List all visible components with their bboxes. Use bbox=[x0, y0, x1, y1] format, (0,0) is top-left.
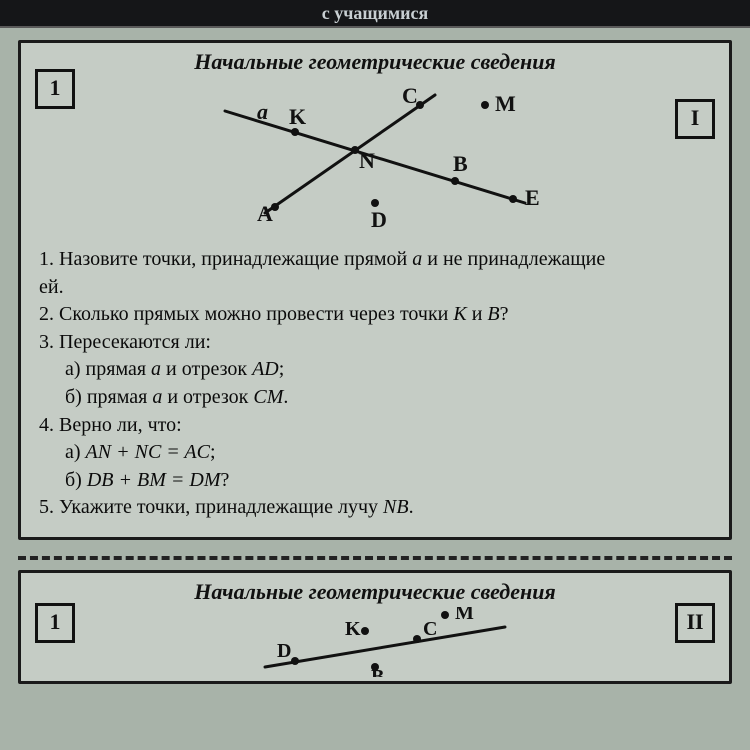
divider-dashed bbox=[18, 556, 732, 560]
svg-text:D: D bbox=[277, 640, 291, 662]
svg-text:N: N bbox=[359, 148, 375, 173]
q1-var-a: a bbox=[412, 248, 422, 270]
svg-text:D: D bbox=[371, 207, 387, 232]
q1-line2: ей. bbox=[39, 275, 711, 301]
q2-end: ? bbox=[500, 303, 509, 325]
q4a: а) AN + NC = AC; bbox=[39, 440, 711, 466]
section-title-1: Начальные геометрические сведения bbox=[21, 43, 729, 77]
q3b-end: . bbox=[283, 386, 288, 408]
q3: 3. Пересекаются ли: bbox=[39, 330, 711, 356]
q4b-eq: DB + BM = DM bbox=[87, 469, 221, 491]
svg-text:C: C bbox=[423, 618, 437, 640]
svg-text:K: K bbox=[289, 104, 306, 129]
diagram-2: M K C D B bbox=[195, 607, 555, 677]
q3b-pre: б) прямая bbox=[65, 386, 152, 408]
q3b-seg: CM bbox=[253, 386, 283, 408]
box-number-left-1: 1 bbox=[35, 69, 75, 109]
q4b-pre: б) bbox=[65, 469, 87, 491]
svg-text:A: A bbox=[257, 201, 273, 226]
diagram-1: aK N B C A M E D bbox=[185, 83, 565, 243]
q4: 4. Верно ли, что: bbox=[39, 413, 711, 439]
q3a-seg: AD bbox=[252, 358, 279, 380]
questions-block: 1. Назовите точки, принадлежащие прямой … bbox=[21, 247, 729, 527]
q2-K: K bbox=[453, 303, 466, 325]
box-number-left-2: 1 bbox=[35, 603, 75, 643]
q3b-a: a bbox=[152, 386, 162, 408]
q1-line1: 1. Назовите точки, принадлежащие прямой … bbox=[39, 247, 711, 273]
q3a: а) прямая a и отрезок AD; bbox=[39, 357, 711, 383]
q2-text: 2. Сколько прямых можно провести через т… bbox=[39, 303, 453, 325]
q5-ray: NB bbox=[383, 496, 409, 518]
svg-text:K: K bbox=[345, 618, 361, 640]
svg-text:M: M bbox=[455, 607, 474, 624]
q2: 2. Сколько прямых можно провести через т… bbox=[39, 302, 711, 328]
card-2: Начальные геометрические сведения 1 II M… bbox=[18, 570, 732, 684]
q3a-end: ; bbox=[279, 358, 285, 380]
q4a-end: ; bbox=[210, 441, 216, 463]
section-title-2: Начальные геометрические сведения bbox=[21, 573, 729, 607]
box-variant-right-1: I bbox=[675, 99, 715, 139]
q2-and: и bbox=[467, 303, 488, 325]
q1-tail: и не принадлежащие bbox=[422, 248, 605, 270]
q4b: б) DB + BM = DM? bbox=[39, 468, 711, 494]
top-banner: с учащимися bbox=[0, 0, 750, 28]
q3b: б) прямая a и отрезок CM. bbox=[39, 385, 711, 411]
svg-text:B: B bbox=[371, 666, 384, 677]
q1-text: 1. Назовите точки, принадлежащие прямой bbox=[39, 248, 412, 270]
q2-B: B bbox=[487, 303, 499, 325]
page-root: с учащимися Начальные геометрические све… bbox=[0, 0, 750, 750]
q5-text: 5. Укажите точки, принадлежащие лучу bbox=[39, 496, 383, 518]
q3a-mid: и отрезок bbox=[161, 358, 252, 380]
svg-text:M: M bbox=[495, 91, 516, 116]
svg-text:E: E bbox=[525, 185, 540, 210]
q3a-pre: а) прямая bbox=[65, 358, 151, 380]
q3a-a: a bbox=[151, 358, 161, 380]
q4a-pre: а) bbox=[65, 441, 86, 463]
q4a-eq: AN + NC = AC bbox=[86, 441, 210, 463]
svg-text:B: B bbox=[453, 151, 468, 176]
q3b-mid: и отрезок bbox=[162, 386, 253, 408]
box-variant-right-2: II bbox=[675, 603, 715, 643]
svg-text:C: C bbox=[402, 83, 418, 108]
q5-end: . bbox=[409, 496, 414, 518]
q5: 5. Укажите точки, принадлежащие лучу NB. bbox=[39, 495, 711, 521]
svg-text:a: a bbox=[257, 99, 268, 124]
q4b-end: ? bbox=[220, 469, 229, 491]
card-1: Начальные геометрические сведения 1 I aK… bbox=[18, 40, 732, 540]
